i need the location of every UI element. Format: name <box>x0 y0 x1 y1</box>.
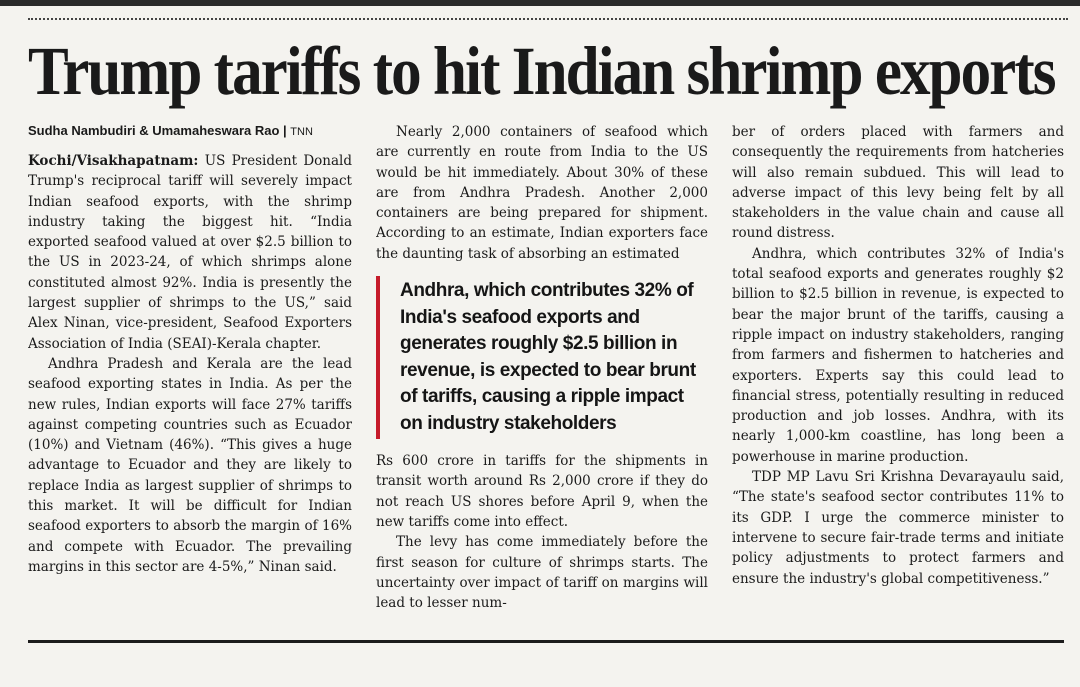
bottom-rule <box>28 640 1064 643</box>
column-3: ber of orders placed with farmers and co… <box>732 122 1064 628</box>
article-body: Sudha Nambudiri & Umamaheswara Rao | TNN… <box>28 122 1064 628</box>
byline: Sudha Nambudiri & Umamaheswara Rao | TNN <box>28 122 352 141</box>
dateline: Kochi/Visakhapatnam: <box>28 153 199 169</box>
paragraph: Rs 600 crore in tariffs for the shipment… <box>376 453 708 530</box>
dotted-divider <box>28 18 1068 20</box>
paragraph-text: US President Donald Trump's reciprocal t… <box>28 153 352 352</box>
byline-agency: TNN <box>290 126 313 138</box>
paragraph: Andhra, which contributes 32% of India's… <box>732 245 1064 465</box>
paragraph: ber of orders placed with farmers and co… <box>732 124 1064 242</box>
paragraph: TDP MP Lavu Sri Krishna Devarayaulu said… <box>732 469 1064 587</box>
headline: Trump tariffs to hit Indian shrimp expor… <box>28 33 1056 109</box>
byline-authors: Sudha Nambudiri & Umamaheswara Rao <box>28 123 280 138</box>
paragraph: Kochi/Visakhapatnam: US President Donald… <box>28 151 352 354</box>
column-1: Sudha Nambudiri & Umamaheswara Rao | TNN… <box>28 122 352 628</box>
top-page-strip <box>0 0 1080 6</box>
paragraph: Andhra Pradesh and Kerala are the lead s… <box>28 355 352 575</box>
paragraph: The levy has come immediately before the… <box>376 534 708 612</box>
pull-quote: Andhra, which contributes 32% of India's… <box>376 276 708 440</box>
column-2: Nearly 2,000 containers of seafood which… <box>376 122 708 628</box>
byline-separator: | <box>283 123 291 138</box>
paragraph: Nearly 2,000 containers of seafood which… <box>376 124 708 262</box>
